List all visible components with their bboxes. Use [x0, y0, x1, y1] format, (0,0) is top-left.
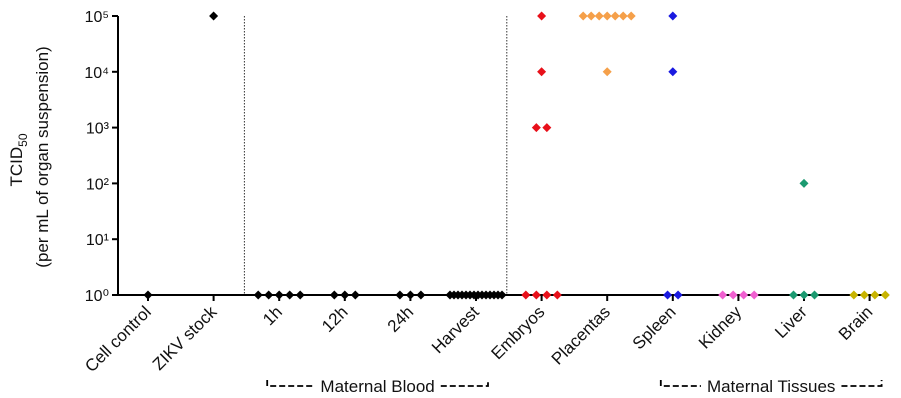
data-point [531, 290, 541, 300]
data-point [542, 290, 552, 300]
data-point [602, 67, 612, 77]
x-tick-label: Kidney [695, 302, 746, 353]
y-tick-label: 10¹ [86, 232, 109, 249]
data-point [789, 290, 798, 300]
data-point [626, 11, 636, 21]
x-tick-label: Placentas [548, 302, 614, 368]
data-point [718, 290, 728, 300]
data-point [552, 290, 562, 300]
data-point [340, 290, 350, 300]
data-point [849, 290, 859, 300]
x-tick-label: Liver [771, 302, 811, 342]
group-bracket [266, 380, 489, 387]
data-point [859, 290, 869, 300]
data-point [521, 290, 531, 300]
data-point [531, 123, 541, 133]
data-point [810, 290, 819, 300]
y-axis-title: TCID50 (per mL of organ suspension) [7, 46, 52, 267]
x-tick-label: Embryos [488, 302, 549, 363]
x-tick-label: Spleen [629, 302, 680, 353]
data-point [602, 11, 612, 21]
data-point [537, 11, 547, 21]
y-tick-label: 10⁰ [85, 288, 109, 305]
y-axis-title-line2: (per mL of organ suspension) [33, 46, 52, 267]
data-point [610, 11, 620, 21]
data-point [537, 67, 547, 77]
x-tick-label: ZIKV stock [149, 302, 221, 374]
data-point [416, 290, 426, 300]
data-point [594, 11, 604, 21]
y-tick-label: 10³ [86, 121, 110, 138]
data-point [264, 290, 274, 300]
data-point [542, 123, 552, 133]
data-point [618, 11, 628, 21]
data-point [728, 290, 738, 300]
data-point [285, 290, 295, 300]
group-label: Maternal Tissues [707, 377, 836, 396]
y-axis-title-main: TCID50 [7, 133, 30, 186]
data-point [143, 290, 153, 300]
x-tick-label: 24h [384, 302, 417, 335]
data-point [668, 11, 678, 21]
x-tick-label: Cell control [81, 302, 155, 376]
x-tick-label: Harvest [428, 302, 483, 357]
data-point [749, 290, 759, 300]
data-point [209, 11, 219, 21]
x-tick-label: 1h [259, 302, 286, 329]
data-point [578, 11, 588, 21]
data-point [870, 290, 880, 300]
data-point [497, 290, 507, 300]
x-tick-label: 12h [318, 302, 351, 335]
data-point [880, 290, 890, 300]
y-tick-label: 10⁴ [84, 65, 109, 82]
data-point [668, 67, 678, 77]
y-tick-label: 10² [86, 176, 110, 193]
data-point [295, 290, 305, 300]
data-point [274, 290, 284, 300]
data-point [329, 290, 339, 300]
data-point [663, 290, 673, 300]
y-tick-label: 10⁵ [85, 9, 109, 26]
data-point [739, 290, 749, 300]
data-point [350, 290, 360, 300]
group-bracket [659, 380, 883, 387]
data-point [673, 290, 683, 300]
y-axis-title-text: TCID [7, 147, 26, 187]
y-axis-title-sub: 50 [16, 133, 30, 147]
data-point [405, 290, 415, 300]
data-point [253, 290, 263, 300]
data-point [799, 178, 809, 188]
x-tick-label: Brain [835, 302, 876, 343]
group-label: Maternal Blood [320, 377, 434, 396]
data-point [395, 290, 405, 300]
data-point [586, 11, 596, 21]
data-point [799, 290, 809, 300]
